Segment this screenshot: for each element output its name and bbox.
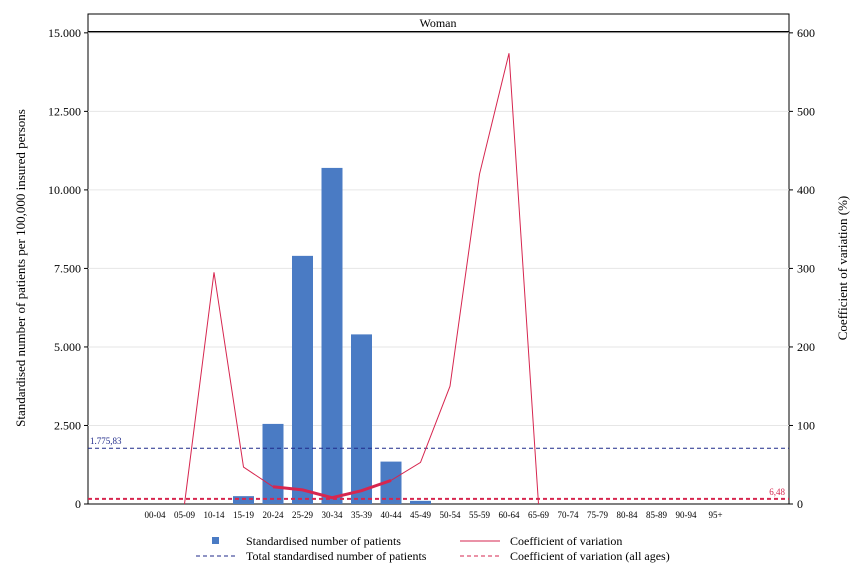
- reference-lines: 1.775,83 6,48: [88, 436, 789, 500]
- y2-tick-label: 200: [797, 340, 815, 354]
- plot-frame: [87, 13, 790, 505]
- y2-tick-label: 600: [797, 26, 815, 40]
- x-tick-label: 70-74: [558, 510, 579, 520]
- bar: [321, 167, 343, 504]
- left-axis-ticks: 0 2.500 5.000 7.500 10.000 12.500 15.000: [48, 26, 88, 511]
- panel-title: Woman: [419, 16, 456, 30]
- x-tick-label: 10-14: [204, 510, 225, 520]
- x-tick-label: 20-24: [263, 510, 284, 520]
- y2-tick-label: 500: [797, 104, 815, 118]
- cv-line: [184, 53, 539, 505]
- y-tick-label: 10.000: [48, 183, 81, 197]
- x-tick-label: 95+: [708, 510, 722, 520]
- reference-line-label: 6,48: [769, 487, 785, 497]
- legend-label-cv: Coefficient of variation: [510, 534, 622, 548]
- bar: [410, 500, 431, 504]
- legend-label-cv-all: Coefficient of variation (all ages): [510, 549, 670, 563]
- x-tick-label: 80-84: [617, 510, 638, 520]
- bar: [233, 496, 254, 504]
- right-axis-ticks: 0 100 200 300 400 500 600: [789, 26, 815, 511]
- y-tick-label: 15.000: [48, 26, 81, 40]
- bars: [233, 167, 431, 504]
- gridlines: [88, 32, 789, 426]
- y-tick-label: 12.500: [48, 104, 81, 118]
- y-tick-label: 2.500: [54, 418, 81, 432]
- legend-label-bars: Standardised number of patients: [246, 534, 401, 548]
- x-tick-label: 00-04: [145, 510, 166, 520]
- x-axis-ticks: 00-04 05-09 10-14 15-19 20-24 25-29 30-34 35-39…: [145, 510, 723, 520]
- x-tick-label: 30-34: [322, 510, 343, 520]
- reference-line-label: 1.775,83: [90, 436, 122, 446]
- bar: [380, 461, 402, 504]
- x-tick-label: 40-44: [381, 510, 402, 520]
- bar: [262, 423, 284, 504]
- y-tick-label: 5.000: [54, 340, 81, 354]
- y2-tick-label: 400: [797, 183, 815, 197]
- x-tick-label: 65-69: [528, 510, 549, 520]
- bar: [351, 334, 372, 504]
- legend-label-total: Total standardised number of patients: [246, 549, 427, 563]
- x-tick-label: 75-79: [587, 510, 608, 520]
- y-axis-title: Standardised number of patients per 100,…: [13, 109, 28, 427]
- y-tick-label: 7.500: [54, 261, 81, 275]
- y2-tick-label: 100: [797, 418, 815, 432]
- x-tick-label: 85-89: [646, 510, 667, 520]
- y2-tick-label: 0: [797, 497, 803, 511]
- x-tick-label: 55-59: [469, 510, 490, 520]
- x-tick-label: 25-29: [292, 510, 313, 520]
- legend: Standardised number of patients Coeffici…: [196, 534, 670, 563]
- x-tick-label: 50-54: [440, 510, 461, 520]
- x-tick-label: 35-39: [351, 510, 372, 520]
- y2-tick-label: 300: [797, 261, 815, 275]
- y2-axis-title: Coefficient of variation (%): [835, 196, 850, 341]
- cv-series-emphasis: [272, 479, 392, 500]
- x-tick-label: 15-19: [233, 510, 254, 520]
- x-tick-label: 90-94: [676, 510, 697, 520]
- y-tick-label: 0: [75, 497, 81, 511]
- x-tick-label: 45-49: [410, 510, 431, 520]
- x-tick-label: 60-64: [499, 510, 520, 520]
- bar: [292, 255, 313, 504]
- legend-bar-swatch: [212, 537, 219, 544]
- x-tick-label: 05-09: [174, 510, 195, 520]
